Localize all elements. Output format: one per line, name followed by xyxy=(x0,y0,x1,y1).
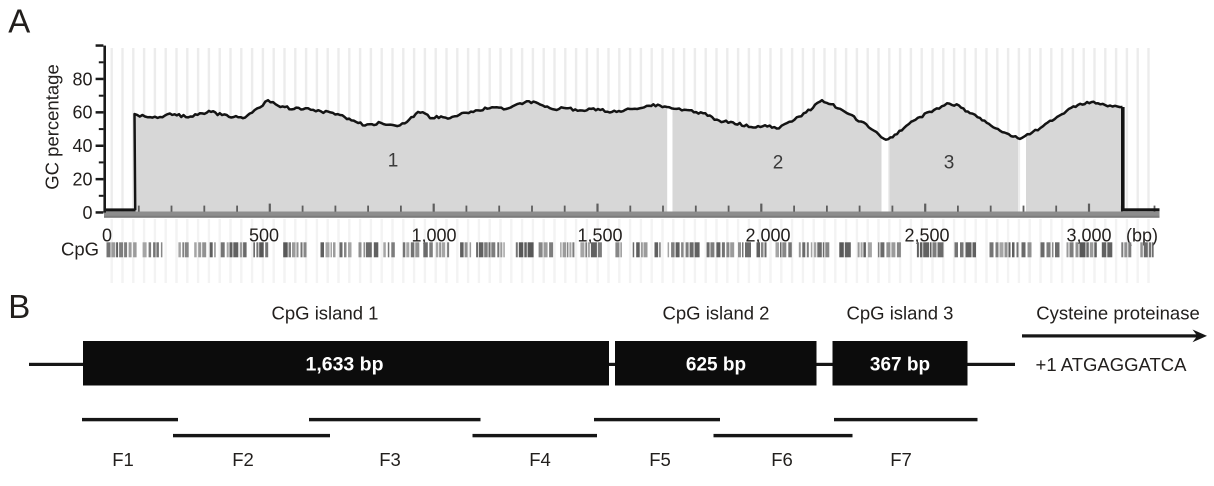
svg-text:367 bp: 367 bp xyxy=(870,355,930,376)
svg-text:625 bp: 625 bp xyxy=(686,355,746,376)
svg-text:CpG: CpG xyxy=(61,238,99,259)
svg-text:F7: F7 xyxy=(890,449,912,470)
svg-text:F4: F4 xyxy=(529,449,551,470)
svg-text:F1: F1 xyxy=(112,449,134,470)
svg-text:3: 3 xyxy=(944,153,955,174)
svg-text:0: 0 xyxy=(82,203,92,223)
svg-text:(bp): (bp) xyxy=(1126,226,1158,246)
svg-text:500: 500 xyxy=(249,226,279,246)
svg-text:0: 0 xyxy=(102,226,112,246)
svg-text:F5: F5 xyxy=(649,449,671,470)
svg-text:1,000: 1,000 xyxy=(411,226,456,246)
svg-text:1,500: 1,500 xyxy=(577,226,622,246)
svg-text:+1 ATGAGGATCA: +1 ATGAGGATCA xyxy=(1036,354,1188,375)
svg-text:A: A xyxy=(8,3,30,40)
svg-text:CpG island 3: CpG island 3 xyxy=(847,303,954,324)
svg-text:3,000: 3,000 xyxy=(1066,226,1111,246)
svg-text:F2: F2 xyxy=(232,449,254,470)
svg-text:Cysteine proteinase: Cysteine proteinase xyxy=(1036,303,1200,324)
svg-text:2,000: 2,000 xyxy=(745,226,790,246)
svg-text:80: 80 xyxy=(72,69,92,89)
svg-text:F6: F6 xyxy=(771,449,793,470)
svg-text:CpG island 1: CpG island 1 xyxy=(272,303,379,324)
svg-text:CpG island 2: CpG island 2 xyxy=(663,303,770,324)
svg-text:40: 40 xyxy=(72,136,92,156)
svg-text:F3: F3 xyxy=(379,449,401,470)
svg-text:1: 1 xyxy=(388,151,399,172)
svg-text:20: 20 xyxy=(72,169,92,189)
svg-text:2,500: 2,500 xyxy=(904,226,949,246)
svg-text:GC percentage: GC percentage xyxy=(42,64,63,189)
svg-text:1,633 bp: 1,633 bp xyxy=(305,354,383,376)
svg-text:B: B xyxy=(8,288,30,325)
svg-text:2: 2 xyxy=(773,153,784,174)
svg-text:60: 60 xyxy=(72,103,92,123)
